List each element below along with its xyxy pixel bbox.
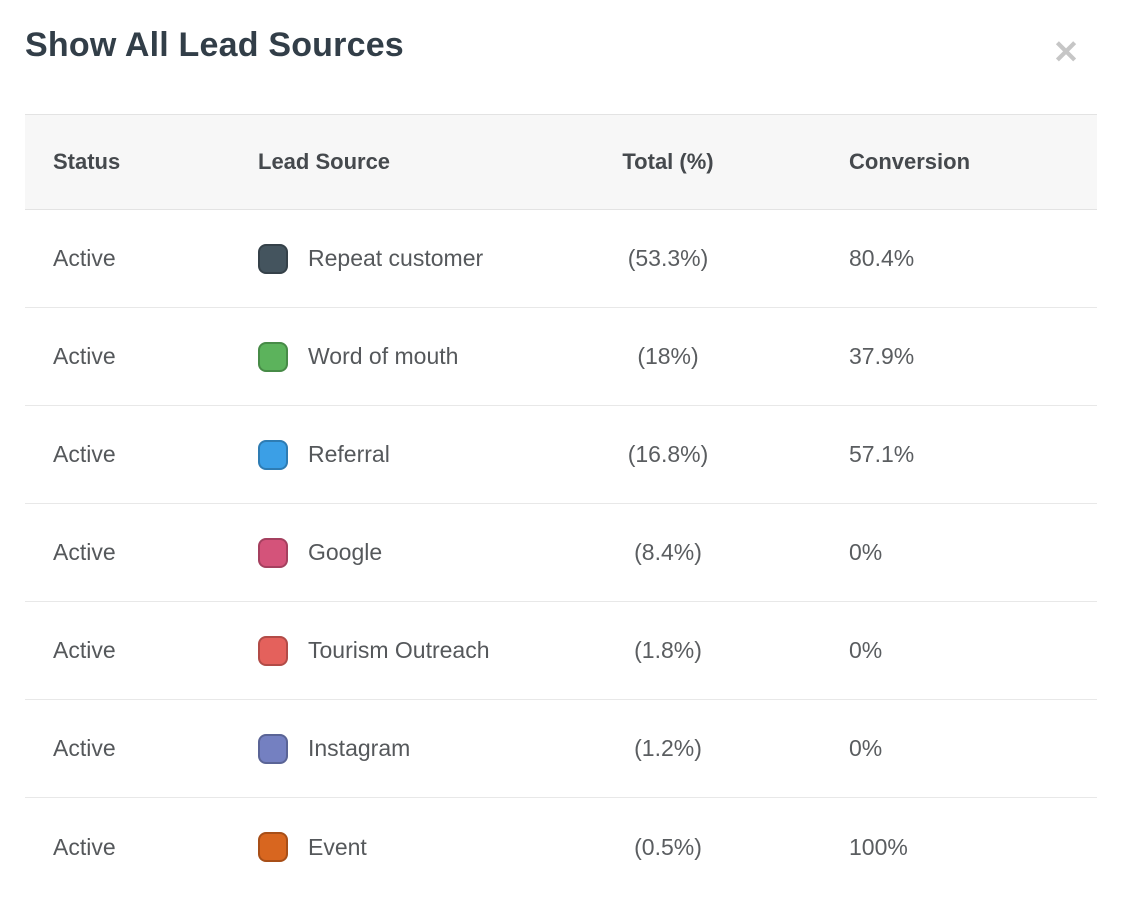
status-cell: Active — [53, 245, 116, 271]
total-percent-cell: (18%) — [637, 343, 699, 369]
conversion-cell: 80.4% — [849, 245, 915, 271]
lead-source-cell: Referral — [258, 439, 568, 470]
source-label: Tourism Outreach — [308, 637, 490, 663]
lead-source-cell: Google — [258, 537, 568, 568]
conversion-cell: 0% — [849, 637, 883, 663]
source-label: Word of mouth — [308, 343, 459, 369]
source-color-swatch-icon — [258, 832, 288, 862]
status-cell: Active — [53, 833, 116, 860]
conversion-cell: 57.1% — [849, 441, 915, 467]
table-row: Active Word of mouth (18%) 37.9% — [25, 308, 1097, 406]
source-color-swatch-icon — [258, 243, 288, 274]
source-color-swatch-icon — [258, 537, 288, 568]
status-cell: Active — [53, 735, 116, 761]
status-cell: Active — [53, 539, 116, 565]
modal-header: Show All Lead Sources ✕ — [0, 0, 1122, 114]
table-header-row: Status Lead Source Total (%) Conversion — [25, 114, 1097, 210]
source-label: Google — [308, 539, 383, 565]
lead-source-cell: Tourism Outreach — [258, 635, 568, 666]
total-percent-cell: (8.4%) — [634, 539, 702, 565]
table-row: Active Instagram (1.2%) 0% — [25, 700, 1097, 798]
table-body: Active Repeat customer (53.3%) 80.4% Act… — [25, 210, 1097, 896]
close-icon: ✕ — [1052, 34, 1080, 70]
lead-source-cell: Repeat customer — [258, 243, 568, 274]
source-label: Repeat customer — [308, 245, 484, 271]
source-color-swatch-icon — [258, 635, 288, 666]
source-label: Referral — [308, 441, 390, 467]
conversion-cell: 0% — [849, 735, 883, 761]
modal-title: Show All Lead Sources — [25, 26, 404, 64]
lead-source-cell: Event — [258, 832, 568, 862]
conversion-cell: 100% — [849, 833, 908, 860]
lead-source-cell: Word of mouth — [258, 341, 568, 372]
table-row: Active Referral (16.8%) 57.1% — [25, 406, 1097, 504]
column-header-lead-source: Lead Source — [258, 149, 391, 174]
source-label: Event — [308, 833, 367, 860]
close-button[interactable]: ✕ — [1044, 30, 1088, 74]
conversion-cell: 0% — [849, 539, 883, 565]
conversion-cell: 37.9% — [849, 343, 915, 369]
total-percent-cell: (1.8%) — [634, 637, 702, 663]
source-color-swatch-icon — [258, 733, 288, 764]
table-row: Active Google (8.4%) 0% — [25, 504, 1097, 602]
lead-sources-table: Status Lead Source Total (%) Conversion … — [25, 114, 1097, 896]
total-percent-cell: (0.5%) — [634, 833, 702, 860]
table-row: Active Event (0.5%) 100% — [25, 798, 1097, 896]
table-row: Active Tourism Outreach (1.8%) 0% — [25, 602, 1097, 700]
lead-source-cell: Instagram — [258, 733, 568, 764]
column-header-status: Status — [53, 149, 121, 174]
column-header-conversion: Conversion — [849, 149, 971, 174]
column-header-total: Total (%) — [622, 149, 714, 174]
status-cell: Active — [53, 637, 116, 663]
source-color-swatch-icon — [258, 341, 288, 372]
total-percent-cell: (1.2%) — [634, 735, 702, 761]
status-cell: Active — [53, 441, 116, 467]
source-label: Instagram — [308, 735, 411, 761]
status-cell: Active — [53, 343, 116, 369]
source-color-swatch-icon — [258, 439, 288, 470]
total-percent-cell: (53.3%) — [627, 245, 709, 271]
table-row: Active Repeat customer (53.3%) 80.4% — [25, 210, 1097, 308]
total-percent-cell: (16.8%) — [627, 441, 709, 467]
